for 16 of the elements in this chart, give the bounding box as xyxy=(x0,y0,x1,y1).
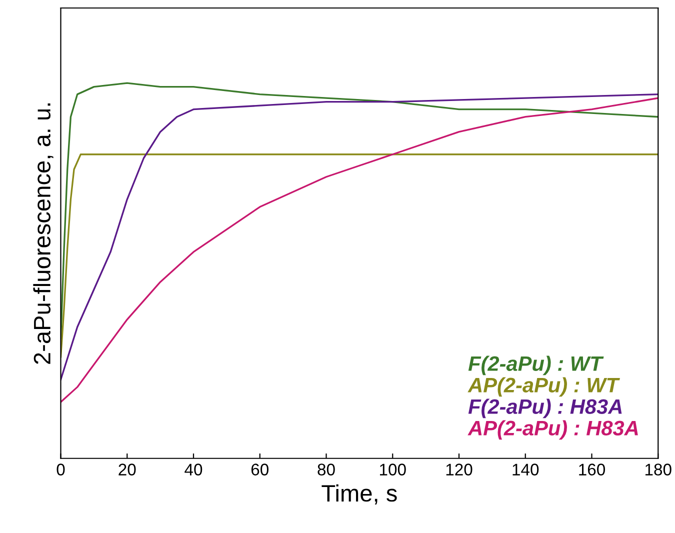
text: F(2-aPu) : WT xyxy=(468,356,604,376)
x-tick-label: 120 xyxy=(446,464,472,476)
x-tick-label: 80 xyxy=(318,464,335,476)
x-tick-label: 20 xyxy=(118,464,136,476)
x-tick-label: 160 xyxy=(579,464,606,476)
y-axis-title: 2-aPu-fluorescence, a. u. xyxy=(33,103,54,364)
x-tick-label: 100 xyxy=(380,464,406,476)
x-tick-label: 40 xyxy=(184,464,202,476)
text: AP(2-aPu) : H83A xyxy=(468,420,638,440)
x-tick-label: 60 xyxy=(251,464,268,476)
x-tick-label: 140 xyxy=(512,464,539,476)
x-tick-label: 0 xyxy=(56,464,65,476)
x-axis-title: Time, s xyxy=(322,484,397,504)
text: AP(2-aPu) : WT xyxy=(468,377,620,397)
x-tick-label: 180 xyxy=(645,464,672,476)
text: F(2-aPu) : H83A xyxy=(468,398,622,418)
